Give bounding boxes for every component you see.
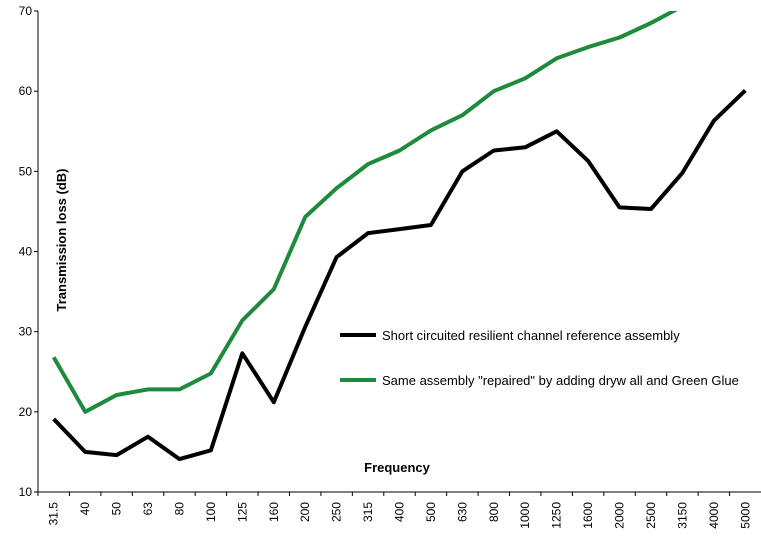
x-tick-label: 500 [424,502,438,522]
legend-label: Same assembly "repaired" by adding dryw … [382,373,739,388]
series-line [52,88,747,462]
x-tick-label: 160 [267,502,281,522]
y-tick-label: 60 [19,84,33,98]
x-tick-label: 4000 [707,502,721,529]
x-tick-label: 800 [487,502,501,522]
y-axis-label: Transmission loss (dB) [54,168,69,311]
x-tick-label: 2500 [644,502,658,529]
y-tick-label: 40 [19,245,33,259]
x-tick-label: 40 [78,502,92,516]
series-line [51,11,678,414]
y-tick-label: 20 [19,405,33,419]
x-tick-label: 63 [141,502,155,516]
x-tick-label: 31.5 [47,502,61,526]
x-tick-label: 1000 [518,502,532,529]
x-tick-label: 315 [361,502,375,522]
x-tick-label: 100 [204,502,218,522]
x-tick-label: 250 [330,502,344,522]
y-tick-label: 50 [19,164,33,178]
x-tick-label: 1600 [581,502,595,529]
x-tick-label: 3150 [675,502,689,529]
y-tick-label: 10 [19,485,33,499]
x-tick-label: 1250 [550,502,564,529]
y-tick-label: 70 [19,4,33,18]
x-tick-label: 50 [110,502,124,516]
x-tick-label: 2000 [613,502,627,529]
x-axis-label: Frequency [364,460,431,475]
legend-label: Short circuited resilient channel refere… [382,328,680,343]
x-tick-label: 125 [235,502,249,522]
x-tick-label: 5000 [738,502,752,529]
y-tick-label: 30 [19,325,33,339]
x-tick-label: 630 [455,502,469,522]
x-tick-label: 200 [298,502,312,522]
x-tick-label: 80 [172,502,186,516]
x-tick-label: 400 [393,502,407,522]
